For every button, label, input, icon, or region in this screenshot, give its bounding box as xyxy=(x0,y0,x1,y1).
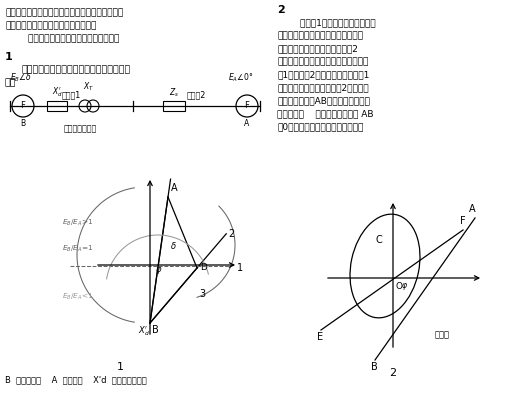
Text: 1: 1 xyxy=(237,263,243,273)
Text: C: C xyxy=(375,235,382,245)
Text: F: F xyxy=(460,216,466,226)
Text: 2: 2 xyxy=(228,229,235,239)
Text: $\delta$: $\delta$ xyxy=(170,240,177,251)
Text: 区1、动作区2。当振荡中心落于区1: 区1、动作区2。当振荡中心落于区1 xyxy=(277,70,369,79)
Bar xyxy=(163,101,185,111)
Text: 右两部分。    为阻抗角，失步线 AB: 右两部分。 为阻抗角，失步线 AB xyxy=(277,109,373,118)
Text: $X_d'$: $X_d'$ xyxy=(52,86,62,99)
Text: $E_B/E_A\!<\!1$: $E_B/E_A\!<\!1$ xyxy=(62,292,94,302)
Text: 动作区: 动作区 xyxy=(435,330,450,339)
Text: 厂站侧的厂用系统，危及机组安全运行。对大型机: 厂站侧的厂用系统，危及机组安全运行。对大型机 xyxy=(5,8,123,17)
Text: 组应该配置功能比较齐全的失步保护。: 组应该配置功能比较齐全的失步保护。 xyxy=(5,21,96,30)
Text: 点0代表失步保护安装处，即机端。: 点0代表失步保护安装处，即机端。 xyxy=(277,122,363,131)
Text: 变以外的系统。AB为阻挡元件，把阻: 变以外的系统。AB为阻挡元件，把阻 xyxy=(277,96,370,105)
Text: E: E xyxy=(317,332,323,342)
Text: A: A xyxy=(469,204,476,214)
Text: $X_d'$: $X_d'$ xyxy=(138,325,150,338)
Text: $Z_s$: $Z_s$ xyxy=(169,86,179,99)
Text: 1: 1 xyxy=(117,362,123,372)
Text: O: O xyxy=(395,282,402,291)
Text: 2: 2 xyxy=(277,5,285,15)
Text: 根据图1的阻抗运行轨迹，可以: 根据图1的阻抗运行轨迹，可以 xyxy=(277,18,376,27)
Text: 这里介绍一种三阻抗元件的失步保护。: 这里介绍一种三阻抗元件的失步保护。 xyxy=(5,34,119,43)
Text: 下：: 下： xyxy=(5,78,16,87)
Text: 动作区1: 动作区1 xyxy=(61,90,81,99)
Bar xyxy=(47,101,67,111)
Text: 发电机的失步。阻抗元件图如图2: 发电机的失步。阻抗元件图如图2 xyxy=(277,44,358,53)
Text: B  代表发电机    A  代表系统    X'd  代表发电机阻抗: B 代表发电机 A 代表系统 X'd 代表发电机阻抗 xyxy=(5,375,147,384)
Text: B: B xyxy=(152,325,159,335)
Text: 动作区2: 动作区2 xyxy=(186,90,206,99)
Text: F: F xyxy=(245,102,250,110)
Text: $\varphi$: $\varphi$ xyxy=(155,265,162,276)
Text: D: D xyxy=(200,264,207,272)
Text: $E_A\angle 0°$: $E_A\angle 0°$ xyxy=(228,72,254,84)
Text: $X_T$: $X_T$ xyxy=(84,80,95,93)
Text: 抗元件和两根直线型阻抗元件构成三: 抗元件和两根直线型阻抗元件构成三 xyxy=(277,31,363,40)
Text: 失步保护安装处: 失步保护安装处 xyxy=(63,124,97,133)
Text: $E_B\angle\delta$: $E_B\angle\delta$ xyxy=(10,72,32,84)
Text: $E_B/E_A\!>\!1$: $E_B/E_A\!>\!1$ xyxy=(62,218,94,228)
Text: 3: 3 xyxy=(199,289,205,299)
Text: 1: 1 xyxy=(5,52,13,62)
Text: A: A xyxy=(244,119,250,128)
Text: 发电机与系统发生失步的振荡中心轨迹图如: 发电机与系统发生失步的振荡中心轨迹图如 xyxy=(22,65,131,74)
Text: B: B xyxy=(371,362,378,372)
Text: A: A xyxy=(171,183,178,193)
Text: B: B xyxy=(20,119,26,128)
Text: 2: 2 xyxy=(389,368,396,378)
Text: $E_B/E_A\!=\!1$: $E_B/E_A\!=\!1$ xyxy=(62,244,94,254)
Text: $\varphi$: $\varphi$ xyxy=(401,281,408,292)
Text: F: F xyxy=(21,102,26,110)
Text: 位于变变组内部，当落于区2时，振荡: 位于变变组内部，当落于区2时，振荡 xyxy=(277,83,369,92)
Text: 件，把阻抗平面分为两个动作区，即动: 件，把阻抗平面分为两个动作区，即动 xyxy=(277,57,368,66)
